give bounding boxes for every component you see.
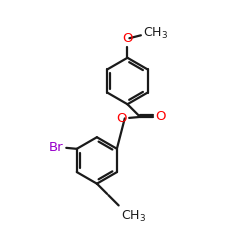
Text: O: O [116,112,127,125]
Text: CH$_3$: CH$_3$ [121,208,146,224]
Text: O: O [122,32,133,45]
Text: O: O [155,110,165,124]
Text: Br: Br [49,141,64,154]
Text: CH$_3$: CH$_3$ [143,26,168,41]
